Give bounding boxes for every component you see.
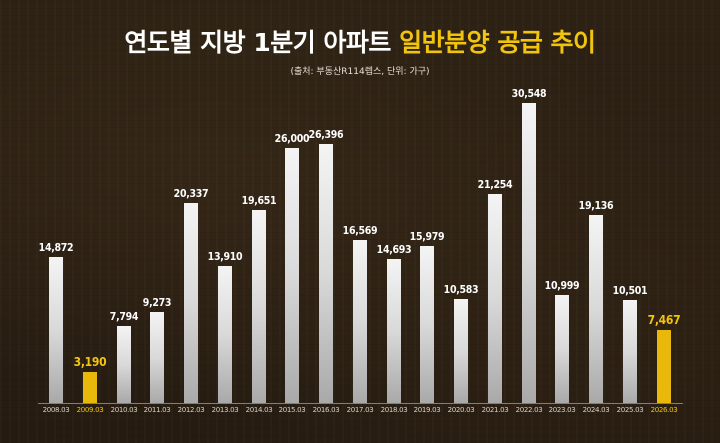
bar-2016.03 (319, 144, 333, 403)
x-tick-label: 2013.03 (211, 406, 239, 414)
value-label: 3,190 (73, 355, 107, 369)
x-tick-label: 2021.03 (481, 406, 509, 414)
value-label: 7,794 (109, 311, 139, 323)
bar-2015.03 (285, 148, 299, 403)
x-tick-label: 2020.03 (447, 406, 475, 414)
x-tick-label: 2015.03 (278, 406, 306, 414)
bar-2008.03 (49, 257, 63, 403)
bar-2021.03 (488, 194, 502, 403)
value-label: 10,501 (612, 285, 648, 297)
chart-title: 연도별 지방 1분기 아파트 일반분양 공급 추이 (0, 23, 720, 59)
value-label: 10,999 (544, 280, 580, 292)
bar-2019.03 (420, 246, 434, 403)
value-label: 16,569 (342, 225, 378, 237)
value-label: 26,396 (308, 129, 344, 141)
x-tick-label: 2008.03 (42, 406, 70, 414)
x-tick-label: 2010.03 (110, 406, 138, 414)
bar-2023.03 (555, 295, 569, 403)
x-tick-label: 2024.03 (582, 406, 610, 414)
x-tick-label: 2026.03 (650, 406, 678, 414)
value-label: 14,872 (38, 242, 74, 254)
value-label: 9,273 (142, 297, 172, 309)
bar-2018.03 (387, 259, 401, 403)
bar-2024.03 (589, 215, 603, 403)
value-label: 21,254 (477, 179, 513, 191)
value-label: 10,583 (443, 284, 479, 296)
x-tick-label: 2017.03 (346, 406, 374, 414)
chart-subtitle: (출처: 부동산R114렙스, 단위: 가구) (290, 67, 430, 77)
value-label: 13,910 (207, 251, 243, 263)
bar-2020.03 (454, 299, 468, 403)
value-label: 14,693 (376, 244, 412, 256)
bar-2009.03 (83, 372, 97, 403)
value-label: 20,337 (173, 188, 209, 200)
x-tick-label: 2025.03 (616, 406, 644, 414)
x-tick-label: 2018.03 (380, 406, 408, 414)
x-tick-label: 2016.03 (312, 406, 340, 414)
bar-2012.03 (184, 203, 198, 403)
x-tick-label: 2012.03 (177, 406, 205, 414)
value-label: 7,467 (647, 313, 681, 327)
bar-2025.03 (623, 300, 637, 403)
bar-2022.03 (522, 103, 536, 403)
bar-2026.03 (657, 330, 671, 403)
bar-2010.03 (117, 326, 131, 403)
value-label: 19,136 (578, 200, 614, 212)
bar-2017.03 (353, 240, 367, 403)
value-label: 15,979 (409, 231, 445, 243)
title-highlight: 일반분양 공급 추이 (399, 28, 596, 57)
value-label: 26,000 (274, 133, 310, 145)
x-tick-label: 2011.03 (143, 406, 171, 414)
title-main: 연도별 지방 1분기 아파트 (124, 28, 400, 57)
bar-2013.03 (218, 266, 232, 403)
bar-2014.03 (252, 210, 266, 403)
value-label: 19,651 (241, 195, 277, 207)
value-label: 30,548 (511, 88, 547, 100)
x-tick-label: 2022.03 (515, 406, 543, 414)
x-axis-line (38, 403, 683, 404)
x-tick-label: 2023.03 (548, 406, 576, 414)
x-tick-label: 2019.03 (413, 406, 441, 414)
x-tick-label: 2009.03 (76, 406, 104, 414)
x-tick-label: 2014.03 (245, 406, 273, 414)
bar-2011.03 (150, 312, 164, 403)
